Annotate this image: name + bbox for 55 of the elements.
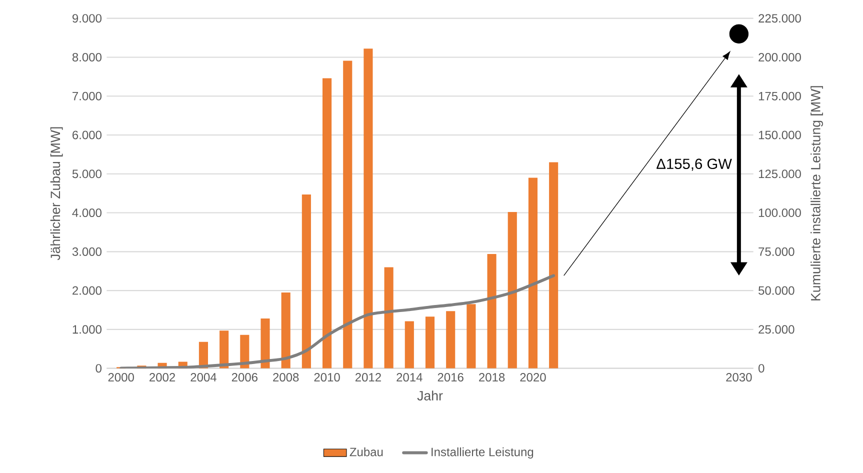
x-tick-label: 2010 <box>314 373 340 382</box>
y2-tick-label: 100.000 <box>758 208 801 218</box>
bar <box>384 267 394 368</box>
x-tick-label: 2006 <box>232 373 258 382</box>
y-tick-label: 1.000 <box>72 325 102 334</box>
y2-tick-label: 75.000 <box>758 247 794 256</box>
y2-tick-label: 150.000 <box>758 130 801 140</box>
line-series <box>120 274 556 368</box>
y-tick-label: 8.000 <box>72 52 102 62</box>
bar <box>302 194 311 368</box>
y2-tick-label: 200.000 <box>758 52 801 62</box>
y2-tick-label: 225.000 <box>758 14 801 23</box>
y-tick-label: 3.000 <box>72 247 102 256</box>
x-axis-title: Jahr <box>417 390 443 400</box>
y2-tick-label: 0 <box>758 364 764 373</box>
x-tick-label: 2000 <box>108 373 134 382</box>
y-tick-label: 4.000 <box>72 208 102 218</box>
y2-axis-title: Kumulierte installierte Leistung [MW] <box>810 86 823 300</box>
y-tick-label: 7.000 <box>72 92 102 100</box>
x-tick-label: 2002 <box>150 373 176 382</box>
x-tick-label: 2008 <box>273 373 299 382</box>
y-axis-title: Jährlicher Zubau [MW] <box>50 127 63 260</box>
legend-label: Zubau <box>350 447 383 456</box>
bar <box>466 304 476 368</box>
legend-label: Installierte Leistung <box>432 447 534 459</box>
x-tick-label: 2014 <box>396 373 422 382</box>
bar <box>446 311 456 368</box>
x-tick-label: 2030 <box>726 373 752 382</box>
bar <box>281 292 290 368</box>
x-tick-label: 2004 <box>190 373 216 382</box>
bar <box>528 178 538 368</box>
y-tick-label: 9.000 <box>72 14 102 23</box>
y2-tick-label: 25.000 <box>758 325 794 334</box>
x-tick-label: 2012 <box>355 373 381 382</box>
bar <box>508 212 517 368</box>
y-tick-label: 2.000 <box>72 286 102 295</box>
bar <box>425 316 435 368</box>
bar <box>220 330 229 368</box>
bar <box>487 254 496 368</box>
y-tick-label: 6.000 <box>72 130 102 140</box>
x-tick-label: 2016 <box>438 373 464 382</box>
bar <box>549 162 558 368</box>
y-tick-label: 0 <box>96 364 102 373</box>
x-tick-label: 2020 <box>520 373 546 382</box>
bar <box>404 321 414 368</box>
y2-tick-label: 125.000 <box>758 170 801 178</box>
y2-tick-label: 50.000 <box>758 286 794 295</box>
annotation: Δ155,6 GW <box>656 158 732 171</box>
bar <box>343 60 352 368</box>
x-tick-label: 2018 <box>479 373 505 382</box>
bar <box>364 48 373 368</box>
y-tick-label: 5.000 <box>72 170 102 178</box>
bar <box>260 318 270 368</box>
y2-tick-label: 175.000 <box>758 92 801 100</box>
bar <box>322 78 332 368</box>
